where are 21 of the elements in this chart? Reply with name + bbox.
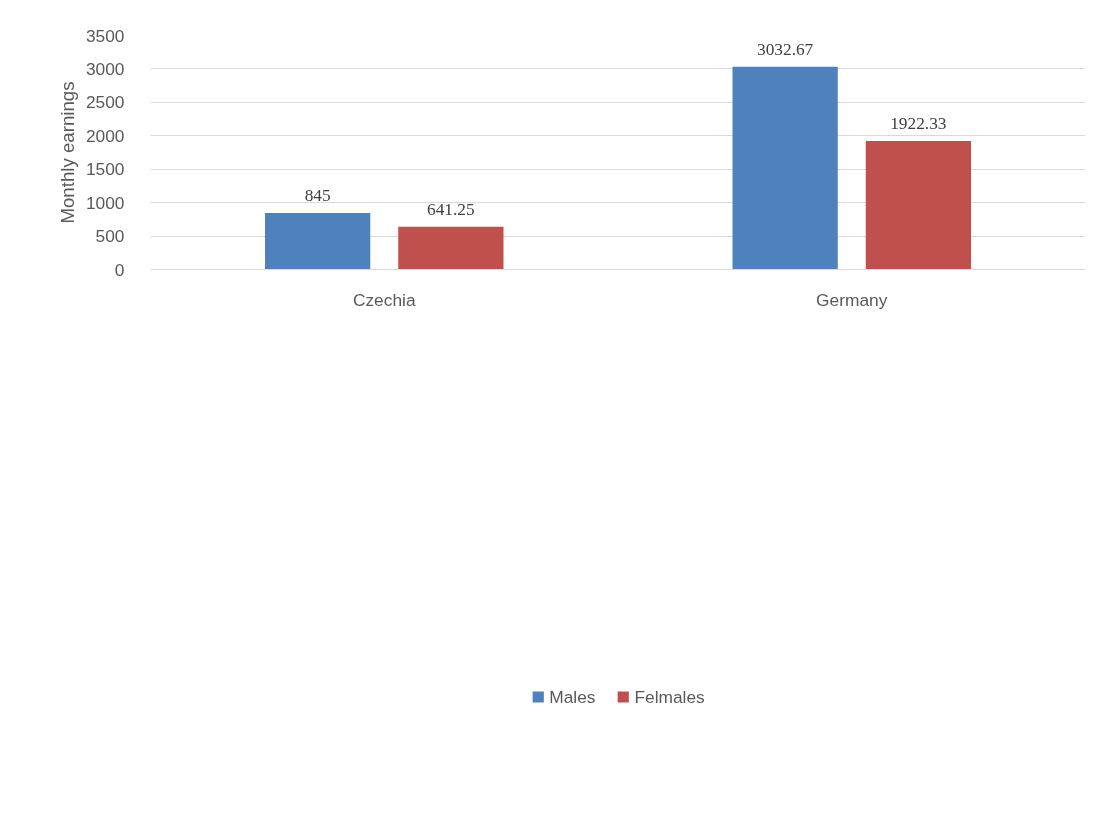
x-tick-label: Germany: [816, 289, 888, 310]
y-tick-label: 1000: [85, 192, 125, 213]
y-tick-label: 1500: [85, 159, 125, 180]
y-tick-label: 0: [114, 259, 125, 280]
data-label: 845: [304, 186, 331, 206]
data-label: 3032.67: [756, 39, 814, 59]
x-tick-label: Czechia: [352, 289, 416, 310]
legend-label: Felmales: [634, 686, 705, 708]
bar: [865, 140, 971, 270]
bar: [732, 66, 838, 270]
legend-label: Males: [549, 686, 596, 708]
bar: [265, 213, 371, 270]
data-label: 641.25: [427, 199, 475, 219]
data-label: 1922.33: [890, 113, 947, 133]
y-tick-label: 3000: [85, 58, 125, 79]
y-tick-label: 3500: [85, 25, 125, 46]
y-tick-label: 500: [95, 226, 125, 247]
bar: [398, 226, 504, 270]
y-tick-label: 2500: [85, 92, 125, 113]
y-axis-title: Monthly earnings: [56, 81, 78, 224]
y-tick-label: 2000: [85, 125, 125, 146]
